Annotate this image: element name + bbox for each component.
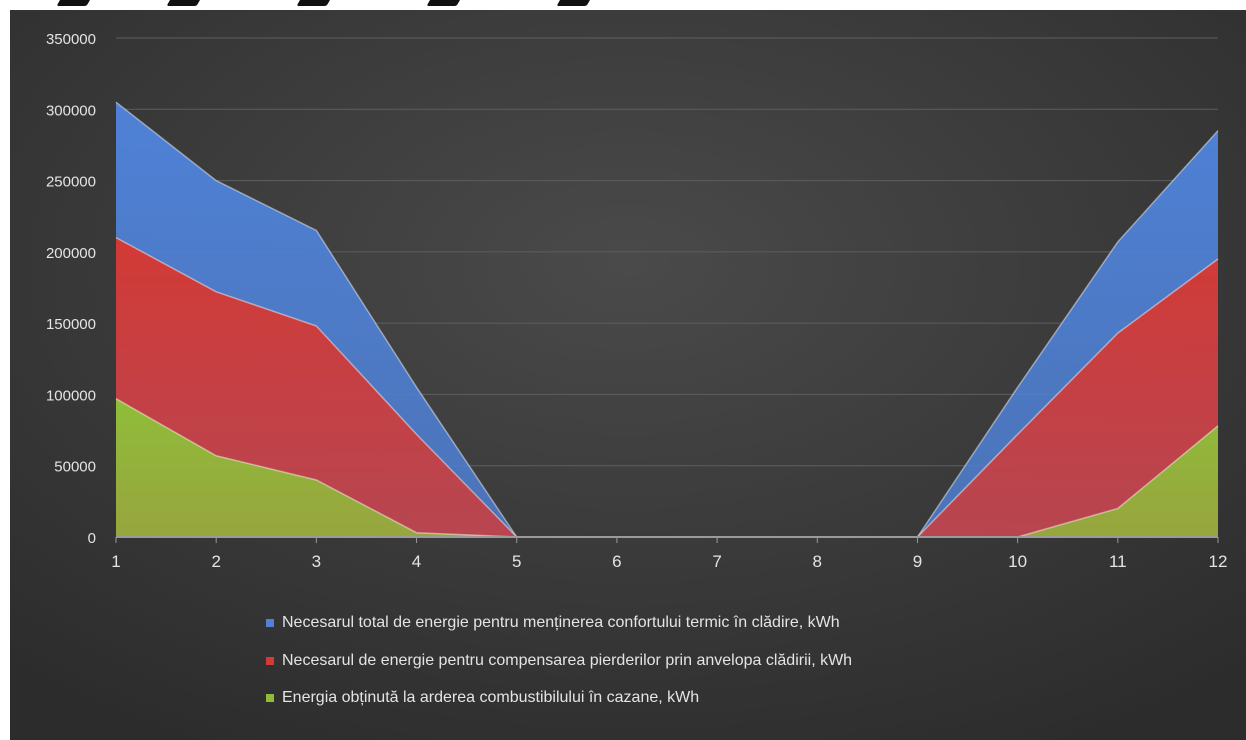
y-tick-label: 300000 <box>46 102 96 119</box>
legend-label-total: Necesarul total de energie pentru mențin… <box>282 614 840 631</box>
y-tick-label: 0 <box>88 530 96 547</box>
area-chart: 0 50000 100000 150000 200000 250000 300000 3500… <box>10 10 1246 740</box>
x-tick-label: 1 <box>111 552 120 571</box>
y-tick-label: 350000 <box>46 31 96 48</box>
legend-swatch-envelope <box>266 657 274 665</box>
legend-swatch-total <box>266 619 274 627</box>
legend-label-fuel: Energia obținută la arderea combustibilu… <box>282 689 700 706</box>
y-tick-label: 250000 <box>46 174 96 191</box>
y-tick-label: 100000 <box>46 387 96 404</box>
x-tick-label: 10 <box>1008 552 1027 571</box>
legend-label-envelope: Necesarul de energie pentru compensarea … <box>282 652 853 669</box>
x-tick-label: 8 <box>813 552 822 571</box>
x-tick-label: 3 <box>312 552 321 571</box>
x-tick-label: 11 <box>1109 552 1127 571</box>
y-tick-label: 50000 <box>54 459 96 476</box>
legend-swatch-fuel <box>266 694 274 702</box>
y-tick-label: 200000 <box>46 245 96 262</box>
chart-area: 0 50000 100000 150000 200000 250000 300000 3500… <box>10 10 1246 740</box>
x-tick-label: 4 <box>412 552 421 571</box>
x-tick-label: 7 <box>712 552 721 571</box>
x-tick-labels: 1 2 3 4 5 6 7 8 9 10 11 12 <box>111 537 1227 571</box>
legend-item-total: Necesarul total de energie pentru mențin… <box>266 614 840 632</box>
legend-item-fuel: Energia obținută la arderea combustibilu… <box>266 689 699 707</box>
x-tick-label: 2 <box>211 552 220 571</box>
y-tick-labels: 0 50000 100000 150000 200000 250000 300000 3500… <box>46 31 96 547</box>
x-tick-label: 6 <box>612 552 621 571</box>
y-tick-label: 150000 <box>46 316 96 333</box>
legend-item-envelope: Necesarul de energie pentru compensarea … <box>266 652 852 670</box>
cropped-title-strip <box>0 0 1246 10</box>
area-envelope <box>116 237 1218 537</box>
x-tick-label: 9 <box>913 552 922 571</box>
x-tick-label: 5 <box>512 552 521 571</box>
area-fuel <box>116 398 1218 537</box>
x-tick-label: 12 <box>1209 552 1228 571</box>
